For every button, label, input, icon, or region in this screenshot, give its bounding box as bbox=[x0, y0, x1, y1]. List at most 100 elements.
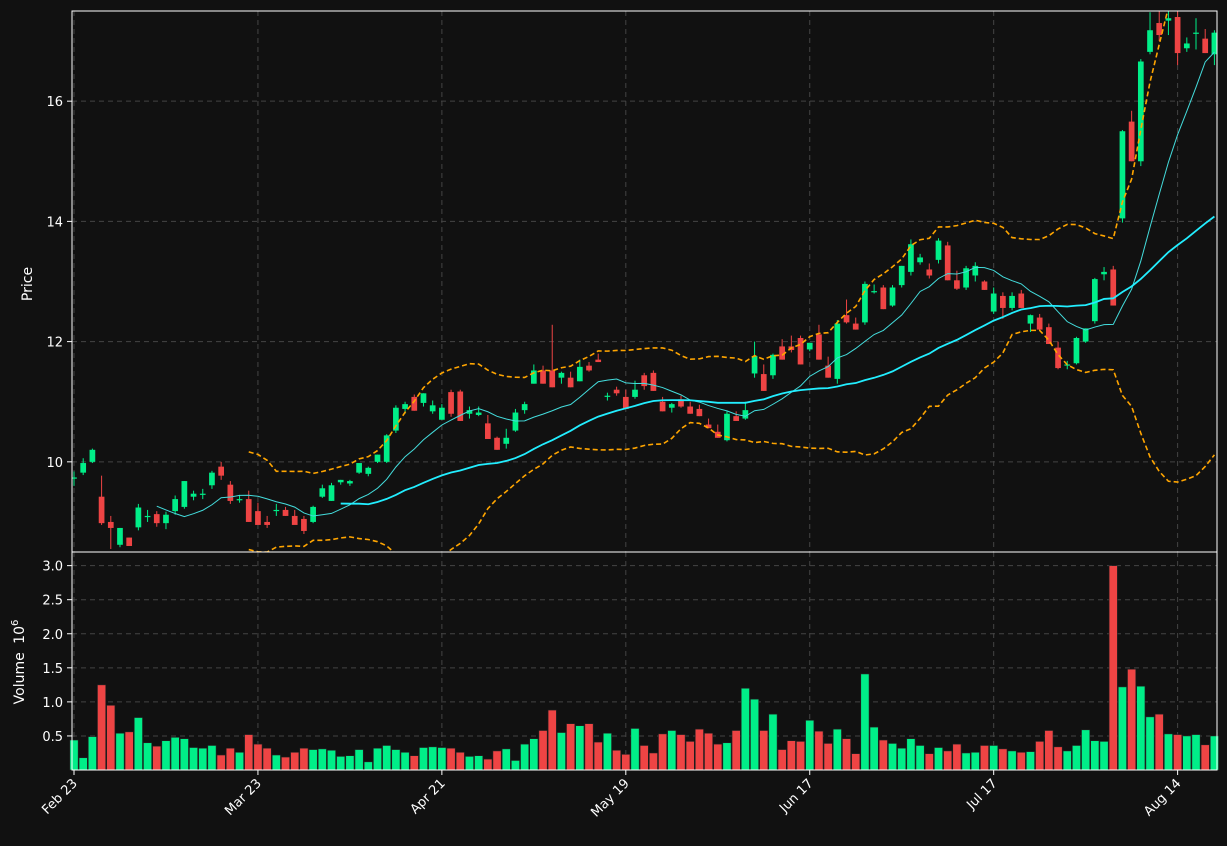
candle-body bbox=[871, 291, 877, 293]
volume-bar bbox=[225, 747, 235, 771]
volume-bar bbox=[970, 751, 980, 771]
volume-bar bbox=[373, 747, 382, 771]
volume-axis-label: Volume 106 bbox=[10, 620, 28, 705]
candle-body bbox=[1091, 279, 1098, 322]
volume-bar bbox=[538, 730, 548, 771]
volume-bar bbox=[152, 745, 162, 771]
candle-body bbox=[880, 287, 887, 310]
volume-bar bbox=[1016, 751, 1026, 771]
volume-bar bbox=[759, 730, 769, 771]
volume-bar bbox=[363, 761, 373, 771]
volume-tick-label: 2.5 bbox=[42, 594, 63, 609]
volume-bar bbox=[713, 743, 723, 771]
candle-body bbox=[760, 374, 767, 391]
volume-bar bbox=[382, 745, 392, 771]
volume-bar bbox=[143, 742, 153, 771]
volume-bar bbox=[584, 723, 594, 771]
volume-bar bbox=[511, 760, 520, 771]
candle-body bbox=[963, 268, 969, 288]
candle-body bbox=[301, 518, 307, 531]
candle-body bbox=[485, 423, 491, 439]
candle-body bbox=[209, 472, 215, 486]
candle-body bbox=[944, 245, 951, 281]
volume-bar bbox=[1117, 686, 1127, 771]
volume-bar bbox=[520, 743, 530, 771]
candle-body bbox=[429, 405, 436, 412]
candle-body bbox=[72, 477, 77, 479]
candle-body bbox=[236, 499, 243, 501]
candle-body bbox=[733, 416, 740, 421]
volume-bar bbox=[216, 754, 226, 771]
volume-bar bbox=[253, 743, 263, 771]
volume-bar bbox=[308, 749, 318, 771]
volume-bar bbox=[1053, 746, 1063, 771]
candle-body bbox=[917, 257, 923, 263]
price-tick-label: 14 bbox=[46, 215, 63, 230]
volume-bar bbox=[814, 730, 824, 771]
candle-body bbox=[365, 467, 372, 474]
volume-bar bbox=[823, 743, 833, 771]
candle-body bbox=[448, 392, 454, 414]
candle-body bbox=[291, 515, 298, 525]
volume-bar bbox=[998, 748, 1008, 771]
volume-bar bbox=[345, 755, 355, 771]
volume-bar bbox=[198, 747, 208, 771]
volume-bar bbox=[768, 713, 778, 771]
volume-bar bbox=[658, 733, 668, 771]
candle-body bbox=[1128, 121, 1135, 162]
volume-bar bbox=[566, 723, 576, 771]
candle-body bbox=[190, 493, 197, 497]
candle-body bbox=[1018, 293, 1025, 308]
volume-bar bbox=[299, 747, 309, 771]
candle-body bbox=[1183, 43, 1190, 49]
candle-body bbox=[632, 389, 638, 397]
candle-body bbox=[1193, 32, 1199, 34]
candle-body bbox=[1147, 30, 1153, 52]
volume-bar bbox=[1035, 741, 1045, 771]
volume-bar bbox=[547, 709, 557, 771]
candle-body bbox=[512, 412, 519, 431]
volume-bar bbox=[354, 749, 364, 771]
candle-body bbox=[328, 485, 335, 501]
volume-bar bbox=[989, 745, 999, 771]
volume-tick-label: 3.0 bbox=[42, 560, 63, 575]
candle-body bbox=[199, 493, 206, 495]
candle-body bbox=[613, 389, 620, 394]
volume-bar bbox=[235, 751, 244, 771]
volume-tick-label: 1.5 bbox=[42, 662, 63, 677]
candle-body bbox=[604, 395, 611, 397]
volume-bar bbox=[1062, 750, 1072, 771]
candle-body bbox=[770, 354, 776, 376]
candle-body bbox=[466, 410, 473, 414]
candle-body bbox=[742, 410, 749, 419]
price-axes-box bbox=[71, 10, 1218, 553]
candle-body bbox=[1027, 315, 1034, 324]
candle-body bbox=[1009, 295, 1015, 308]
volume-bar bbox=[1026, 751, 1035, 771]
volume-bar bbox=[722, 742, 732, 771]
volume-bar bbox=[943, 750, 953, 771]
volume-bar bbox=[952, 743, 962, 771]
candle-body bbox=[935, 240, 942, 260]
volume-bar bbox=[777, 749, 787, 771]
volume-bar bbox=[915, 745, 925, 771]
candle-body bbox=[319, 488, 326, 497]
volume-bar bbox=[704, 732, 714, 771]
candle-body bbox=[163, 514, 169, 524]
candle-body bbox=[825, 365, 831, 378]
volume-bar bbox=[685, 741, 695, 771]
candle-body bbox=[411, 396, 418, 411]
volume-bar bbox=[69, 739, 79, 771]
candle-body bbox=[1000, 295, 1006, 308]
volume-bar bbox=[1191, 734, 1201, 771]
volume-bar bbox=[327, 749, 336, 771]
price-indicator-lines bbox=[156, 11, 1216, 552]
candle-body bbox=[264, 521, 270, 525]
candle-body bbox=[622, 396, 629, 409]
volume-bar bbox=[906, 738, 916, 771]
candle-body bbox=[282, 509, 289, 516]
volume-bar bbox=[492, 750, 502, 771]
candle-body bbox=[650, 372, 657, 391]
candle-body bbox=[227, 484, 234, 501]
